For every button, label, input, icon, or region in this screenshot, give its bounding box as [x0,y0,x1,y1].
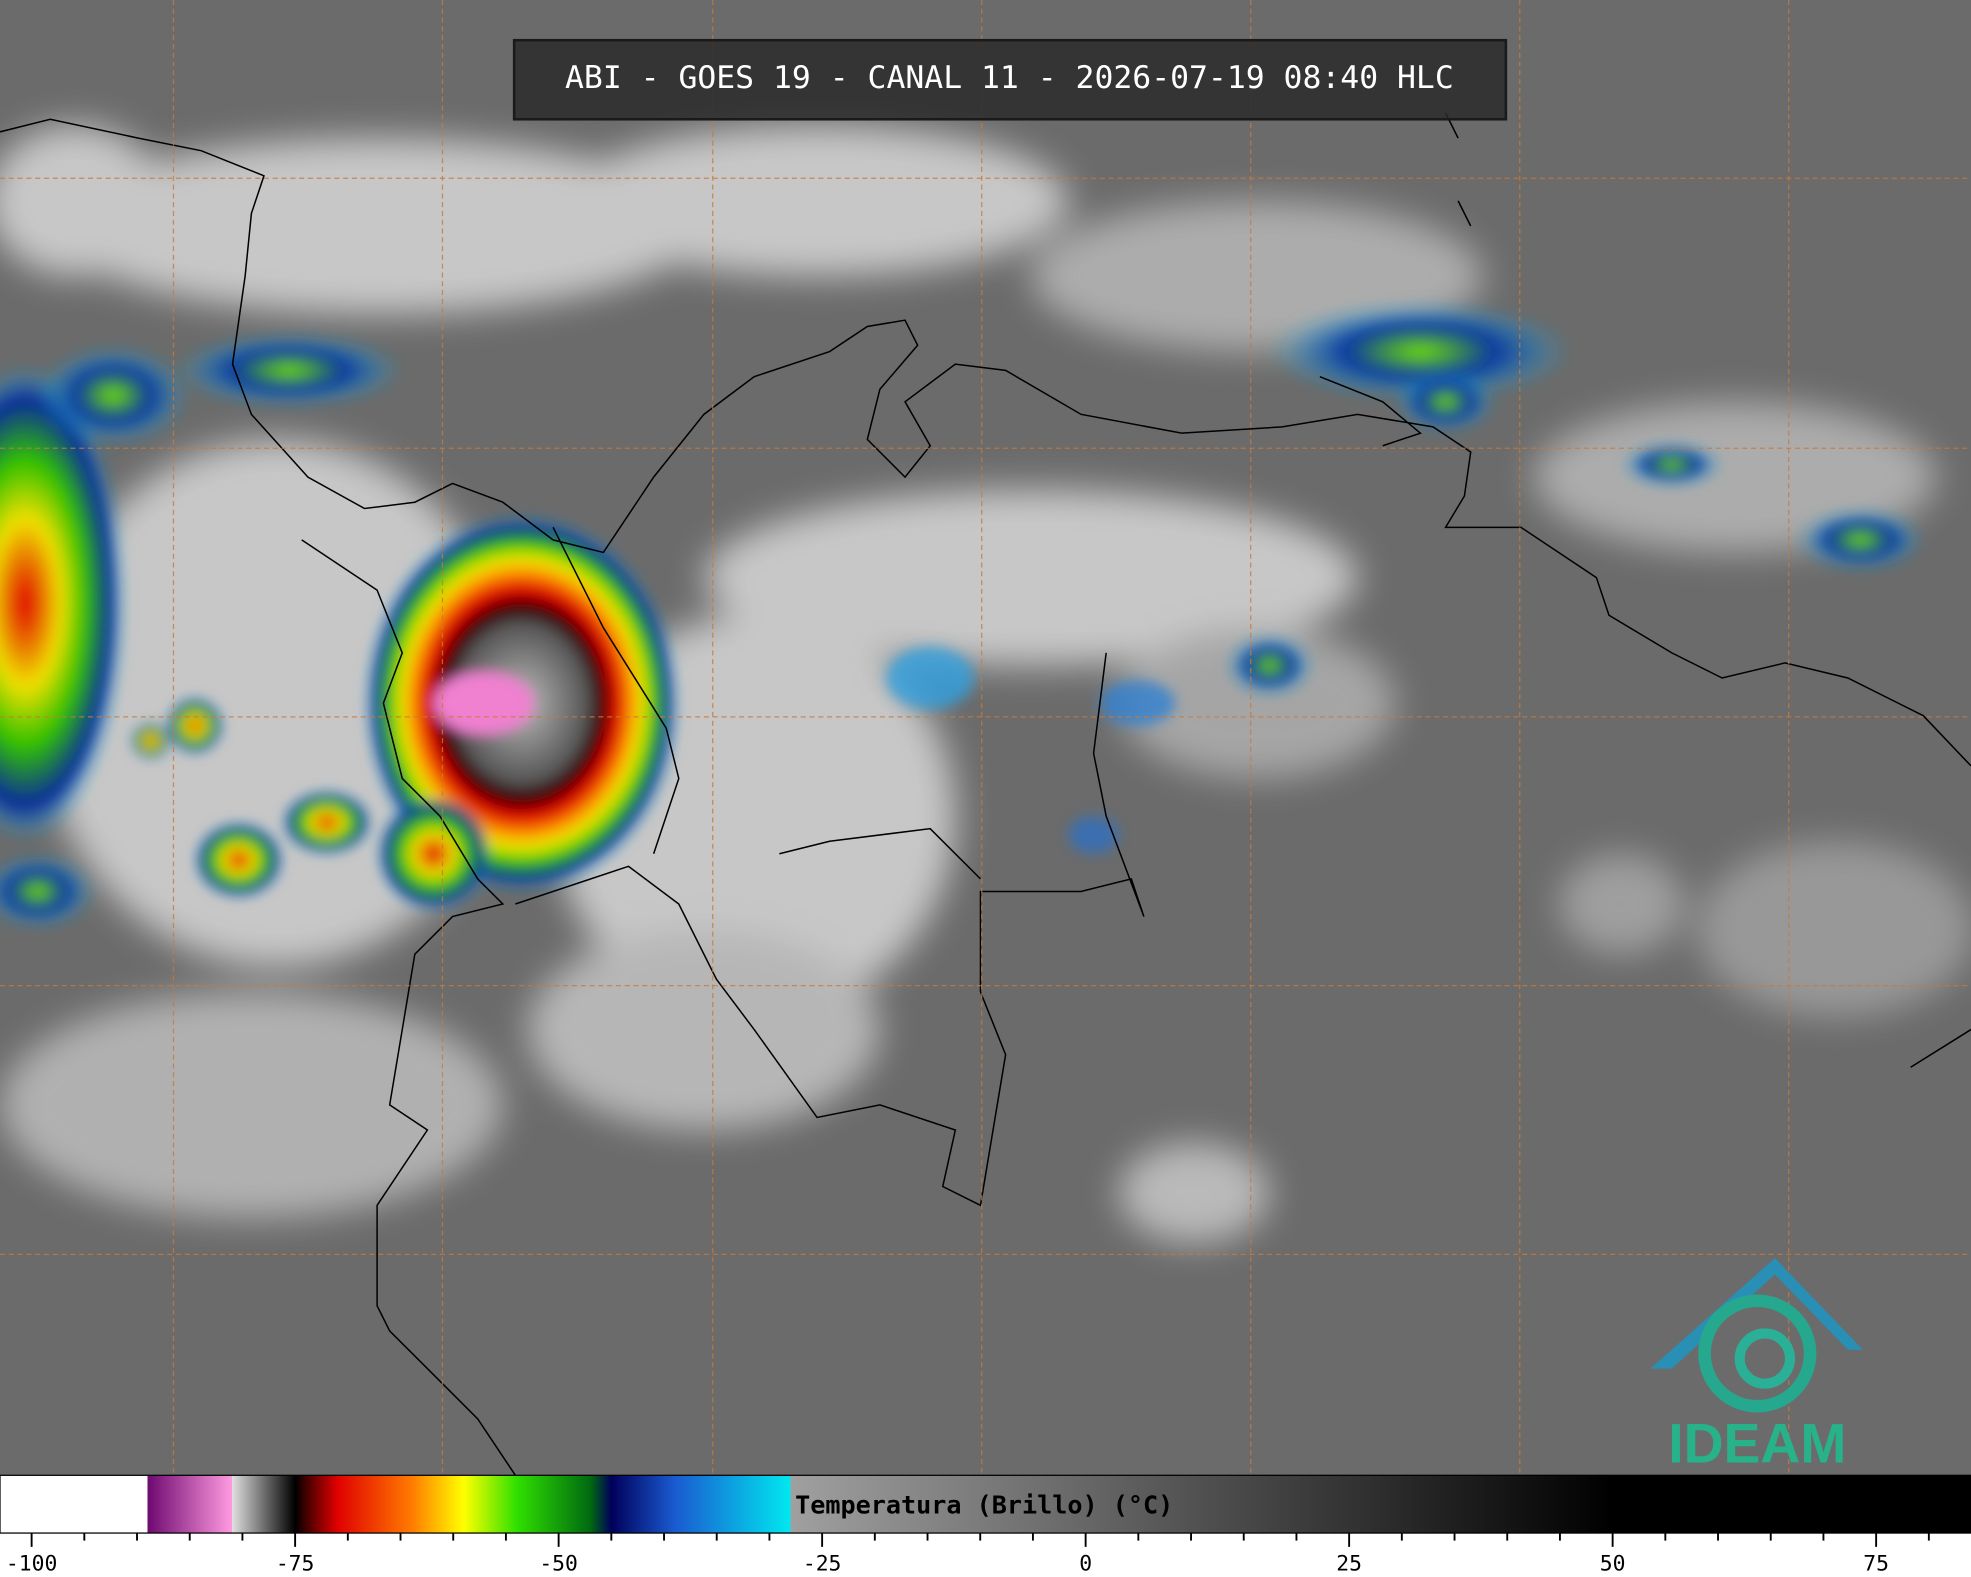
tick-label: -50 [539,1551,578,1576]
colorbar-gradient [0,1474,1971,1534]
colorbar: -100 -75 -50 -25 0 25 50 75 Temperatura (Brillo)… [0,1474,1971,1577]
tick-label: 50 [1600,1551,1626,1576]
tick-label: 75 [1863,1551,1889,1576]
grid [0,0,1971,1476]
title: ABI - GOES 19 - CANAL 11 - 2026-07-19 08… [565,60,1454,96]
imagery [0,0,1971,1476]
tick-label: 25 [1336,1551,1362,1576]
tick-label: -100 [6,1551,57,1576]
coastlines [0,112,1971,1476]
logo: IDEAM [1650,1258,1863,1475]
tick-label: -25 [803,1551,842,1576]
tick-label: 0 [1079,1551,1092,1576]
tick-label: -75 [276,1551,315,1576]
colorbar-label: Temperatura (Brillo) (°C) [795,1491,1173,1520]
title-box: ABI - GOES 19 - CANAL 11 - 2026-07-19 08… [512,38,1508,121]
logo-text: IDEAM [1668,1413,1846,1475]
